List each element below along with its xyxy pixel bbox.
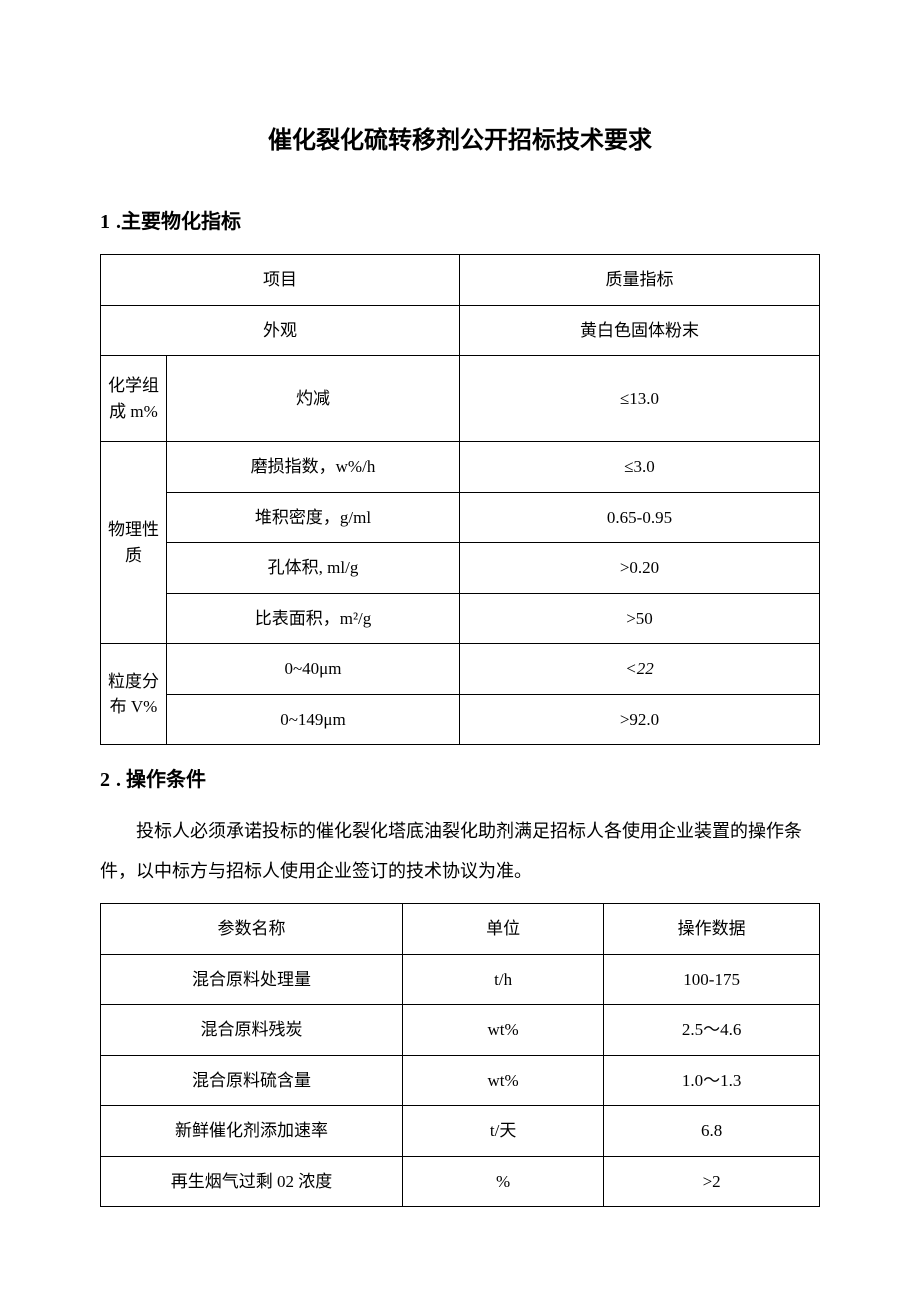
- table-row: 化学组成 m% 灼减 ≤13.0: [101, 356, 820, 442]
- op-name: 混合原料处理量: [101, 954, 403, 1005]
- table-row: 混合原料硫含量 wt% 1.0～1.3: [101, 1055, 820, 1106]
- phys-value: >0.20: [460, 543, 820, 594]
- section-2-heading: 2 . 操作条件: [100, 763, 820, 792]
- table-row: 粒度分布 V% 0~40μm <22: [101, 644, 820, 695]
- op-data: >2: [604, 1156, 820, 1207]
- psd-item: 0~149μm: [167, 694, 460, 745]
- psd-value: <22: [460, 644, 820, 695]
- section-1-text: .主要物化指标: [116, 211, 241, 233]
- op-data: 2.5～4.6: [604, 1005, 820, 1056]
- op-name: 新鲜催化剂添加速率: [101, 1106, 403, 1157]
- chem-item: 灼减: [167, 356, 460, 442]
- spec-table: 项目 质量指标 外观 黄白色固体粉末 化学组成 m% 灼减 ≤13.0 物理性质…: [100, 254, 820, 745]
- appearance-value: 黄白色固体粉末: [460, 305, 820, 356]
- phys-label: 物理性质: [101, 442, 167, 644]
- phys-value: 0.65-0.95: [460, 492, 820, 543]
- chem-value: ≤13.0: [460, 356, 820, 442]
- operation-table: 参数名称 单位 操作数据 混合原料处理量 t/h 100-175 混合原料残炭 …: [100, 903, 820, 1207]
- table-row: 外观 黄白色固体粉末: [101, 305, 820, 356]
- op-unit: t/天: [402, 1106, 603, 1157]
- phys-value: >50: [460, 593, 820, 644]
- op-unit: wt%: [402, 1055, 603, 1106]
- header-spec: 质量指标: [460, 255, 820, 306]
- section-2-number: 2: [100, 769, 110, 791]
- section-1-number: 1: [100, 211, 110, 233]
- op-unit: wt%: [402, 1005, 603, 1056]
- op-header-name: 参数名称: [101, 904, 403, 955]
- op-header-unit: 单位: [402, 904, 603, 955]
- table-row: 比表面积，m²/g >50: [101, 593, 820, 644]
- phys-item: 比表面积，m²/g: [167, 593, 460, 644]
- table-row: 堆积密度，g/ml 0.65-0.95: [101, 492, 820, 543]
- phys-value: ≤3.0: [460, 442, 820, 493]
- appearance-item: 外观: [101, 305, 460, 356]
- table-row: 孔体积, ml/g >0.20: [101, 543, 820, 594]
- section-2-text: . 操作条件: [116, 769, 206, 791]
- table-row: 混合原料残炭 wt% 2.5～4.6: [101, 1005, 820, 1056]
- op-header-data: 操作数据: [604, 904, 820, 955]
- op-name: 再生烟气过剩 02 浓度: [101, 1156, 403, 1207]
- op-name: 混合原料硫含量: [101, 1055, 403, 1106]
- op-data: 100-175: [604, 954, 820, 1005]
- section-1-heading: 1 .主要物化指标: [100, 205, 820, 234]
- table-row: 再生烟气过剩 02 浓度 % >2: [101, 1156, 820, 1207]
- psd-item: 0~40μm: [167, 644, 460, 695]
- psd-value: >92.0: [460, 694, 820, 745]
- psd-label: 粒度分布 V%: [101, 644, 167, 745]
- header-item: 项目: [101, 255, 460, 306]
- section-2-paragraph: 投标人必须承诺投标的催化裂化塔底油裂化助剂满足招标人各使用企业装置的操作条件，以…: [100, 812, 820, 891]
- op-data: 6.8: [604, 1106, 820, 1157]
- op-unit: t/h: [402, 954, 603, 1005]
- table-row: 项目 质量指标: [101, 255, 820, 306]
- op-unit: %: [402, 1156, 603, 1207]
- table-row: 新鲜催化剂添加速率 t/天 6.8: [101, 1106, 820, 1157]
- phys-item: 堆积密度，g/ml: [167, 492, 460, 543]
- chem-label: 化学组成 m%: [101, 356, 167, 442]
- table-row: 参数名称 单位 操作数据: [101, 904, 820, 955]
- table-row: 0~149μm >92.0: [101, 694, 820, 745]
- op-data: 1.0～1.3: [604, 1055, 820, 1106]
- table-row: 混合原料处理量 t/h 100-175: [101, 954, 820, 1005]
- op-name: 混合原料残炭: [101, 1005, 403, 1056]
- table-row: 物理性质 磨损指数，w%/h ≤3.0: [101, 442, 820, 493]
- document-title: 催化裂化硫转移剂公开招标技术要求: [100, 120, 820, 155]
- phys-item: 孔体积, ml/g: [167, 543, 460, 594]
- phys-item: 磨损指数，w%/h: [167, 442, 460, 493]
